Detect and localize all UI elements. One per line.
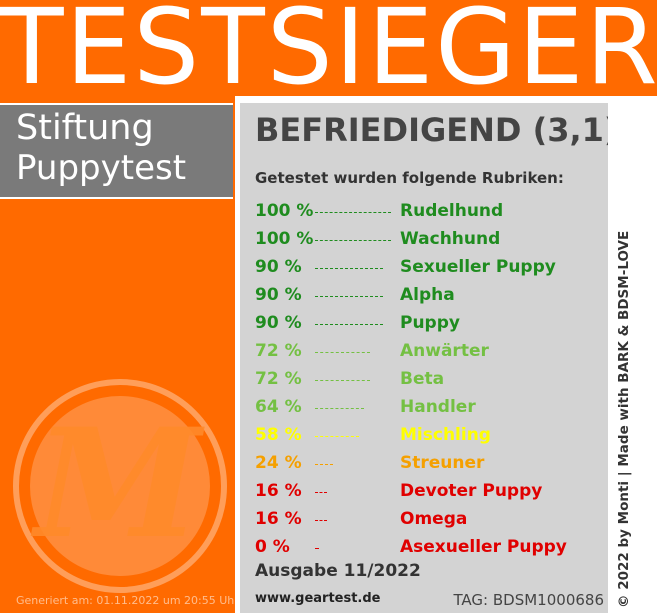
category-percent: 72 % — [255, 341, 302, 361]
category-dotted-bar — [315, 436, 359, 437]
category-dotted-bar — [315, 352, 370, 353]
category-name: Asexueller Puppy — [400, 537, 567, 557]
category-row: 100 % Wachhund — [255, 227, 605, 255]
tag-label: TAG: BDSM1000686 — [453, 591, 604, 609]
category-dotted-bar — [315, 268, 383, 269]
category-name: Puppy — [400, 313, 460, 333]
header-title: TESTSIEGER — [0, 0, 657, 96]
category-dotted-bar — [315, 324, 383, 325]
category-percent: 90 % — [255, 285, 302, 305]
category-name: Streuner — [400, 453, 485, 473]
category-percent: 72 % — [255, 369, 302, 389]
generated-timestamp: Generiert am: 01.11.2022 um 20:55 Uhr — [16, 594, 235, 607]
copyright-text: © 2022 by Monti | Made with BARK & BDSM-… — [616, 230, 632, 608]
category-dotted-bar — [315, 212, 391, 213]
m-logo-icon: M — [13, 379, 227, 593]
categories-intro: Getestet wurden folgende Rubriken: — [255, 169, 564, 187]
category-row: 0 % Asexueller Puppy — [255, 535, 605, 563]
category-percent: 100 % — [255, 229, 314, 249]
category-percent: 24 % — [255, 453, 302, 473]
category-name: Sexueller Puppy — [400, 257, 556, 277]
category-row: 72 % Anwärter — [255, 339, 605, 367]
category-percent: 90 % — [255, 313, 302, 333]
category-name: Devoter Puppy — [400, 481, 543, 501]
category-percent: 100 % — [255, 201, 314, 221]
category-name: Omega — [400, 509, 468, 529]
category-name: Rudelhund — [400, 201, 504, 221]
result-panel: BEFRIEDIGEND (3,1) Getestet wurden folge… — [240, 103, 608, 613]
category-dotted-bar — [315, 408, 364, 409]
category-percent: 0 % — [255, 537, 290, 557]
brand-box: Stiftung Puppytest — [0, 103, 233, 199]
m-logo-letter: M — [30, 396, 205, 572]
category-row: 90 % Alpha — [255, 283, 605, 311]
category-row: 72 % Beta — [255, 367, 605, 395]
category-name: Beta — [400, 369, 445, 389]
brand-line-1: Stiftung — [16, 108, 154, 148]
category-dotted-bar — [315, 240, 391, 241]
category-percent: 90 % — [255, 257, 302, 277]
category-dotted-bar — [315, 380, 370, 381]
category-name: Handler — [400, 397, 476, 417]
category-row: 90 % Puppy — [255, 311, 605, 339]
category-row: 100 % Rudelhund — [255, 199, 605, 227]
brand-line-2: Puppytest — [16, 148, 187, 188]
category-list: 100 % Rudelhund 100 % Wachhund 90 % Sexueller… — [255, 199, 605, 563]
category-name: Mischling — [400, 425, 491, 445]
edition-label: Ausgabe 11/2022 — [255, 561, 421, 581]
category-percent: 58 % — [255, 425, 302, 445]
category-name: Wachhund — [400, 229, 501, 249]
category-row: 16 % Devoter Puppy — [255, 479, 605, 507]
category-dotted-bar — [315, 492, 327, 493]
category-row: 16 % Omega — [255, 507, 605, 535]
category-row: 58 % Mischling — [255, 423, 605, 451]
category-dotted-bar — [315, 296, 383, 297]
category-dotted-bar — [315, 548, 319, 549]
category-row: 90 % Sexueller Puppy — [255, 255, 605, 283]
category-percent: 16 % — [255, 481, 302, 501]
category-name: Anwärter — [400, 341, 489, 361]
rating-title: BEFRIEDIGEND (3,1) — [255, 111, 608, 149]
left-panel: Stiftung Puppytest M Generiert am: 01.11… — [0, 96, 235, 613]
category-dotted-bar — [315, 520, 327, 521]
category-row: 64 % Handler — [255, 395, 605, 423]
category-percent: 64 % — [255, 397, 302, 417]
category-percent: 16 % — [255, 509, 302, 529]
website-link[interactable]: www.geartest.de — [255, 591, 381, 606]
category-dotted-bar — [315, 464, 333, 465]
header-banner: TESTSIEGER — [0, 0, 657, 96]
category-name: Alpha — [400, 285, 455, 305]
category-row: 24 % Streuner — [255, 451, 605, 479]
